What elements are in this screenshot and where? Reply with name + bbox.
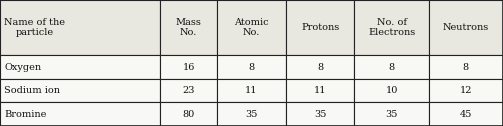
- Bar: [429, 55, 503, 79]
- Text: Atomic
No.: Atomic No.: [234, 18, 269, 37]
- Text: Sodium ion: Sodium ion: [4, 86, 60, 95]
- Text: Mass
No.: Mass No.: [176, 18, 202, 37]
- Bar: [286, 79, 355, 102]
- Bar: [160, 55, 217, 79]
- Bar: [286, 55, 355, 79]
- Bar: [286, 0, 355, 55]
- Text: 80: 80: [183, 110, 195, 119]
- Text: 35: 35: [314, 110, 326, 119]
- Text: 35: 35: [385, 110, 398, 119]
- Bar: [355, 79, 429, 102]
- Text: Name of the
particle: Name of the particle: [4, 18, 65, 37]
- Text: No. of
Electrons: No. of Electrons: [368, 18, 415, 37]
- Text: 45: 45: [460, 110, 472, 119]
- Text: Bromine: Bromine: [4, 110, 46, 119]
- Bar: [217, 79, 286, 102]
- Bar: [355, 102, 429, 126]
- Text: 8: 8: [248, 63, 255, 72]
- Bar: [286, 102, 355, 126]
- Text: 16: 16: [183, 63, 195, 72]
- Text: 8: 8: [388, 63, 394, 72]
- Text: Oxygen: Oxygen: [4, 63, 41, 72]
- Bar: [0, 0, 160, 55]
- Bar: [0, 55, 160, 79]
- Text: 11: 11: [245, 86, 258, 95]
- Text: Neutrons: Neutrons: [443, 23, 489, 32]
- Bar: [160, 102, 217, 126]
- Bar: [160, 79, 217, 102]
- Bar: [217, 0, 286, 55]
- Text: 23: 23: [183, 86, 195, 95]
- Text: 12: 12: [460, 86, 472, 95]
- Bar: [217, 102, 286, 126]
- Bar: [355, 0, 429, 55]
- Bar: [160, 0, 217, 55]
- Text: 10: 10: [385, 86, 398, 95]
- Bar: [217, 55, 286, 79]
- Bar: [0, 102, 160, 126]
- Bar: [355, 55, 429, 79]
- Bar: [429, 0, 503, 55]
- Text: 8: 8: [463, 63, 469, 72]
- Text: Protons: Protons: [301, 23, 339, 32]
- Bar: [429, 102, 503, 126]
- Text: 11: 11: [314, 86, 326, 95]
- Text: 35: 35: [245, 110, 258, 119]
- Text: 8: 8: [317, 63, 323, 72]
- Bar: [429, 79, 503, 102]
- Bar: [0, 79, 160, 102]
